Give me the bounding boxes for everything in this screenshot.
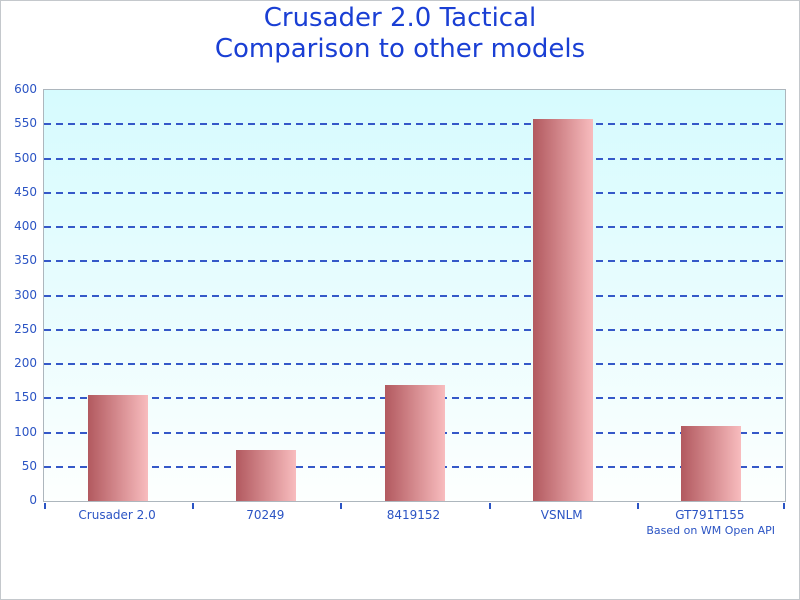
x-tick [44,503,46,509]
x-tick [783,503,785,509]
x-category-label: GT791T155 [675,508,745,522]
y-tick-label: 300 [14,287,37,302]
x-category-label: 8419152 [386,508,441,522]
chart-footnote: Based on WM Open API [646,524,775,537]
gridline [44,363,785,365]
gridline [44,157,785,160]
y-tick-label: 200 [14,356,37,370]
gridline [44,328,785,331]
y-tick-label: 550 [14,116,37,131]
y-tick-label: 350 [14,253,37,268]
y-axis-labels: 0 50 100 150 200 250 300 350 400 450 500 550 600 [1,82,37,507]
gridline [44,226,785,228]
chart-title-line-2: Comparison to other models [214,34,586,64]
bar [680,425,741,501]
gridline [44,294,785,297]
x-tick [636,503,639,509]
gridline [44,123,785,126]
x-category-label: VSNLM [540,508,583,522]
y-tick-label: 0 [29,493,37,507]
bar [236,449,297,501]
chart-title: Crusader 2.0 Tactical Comparison to othe… [1,3,799,65]
x-tick [192,503,195,509]
y-tick-label: 450 [14,184,37,199]
bar [384,384,445,501]
y-tick-label: 150 [14,390,37,405]
y-tick-label: 250 [14,321,37,336]
x-tick [488,503,491,509]
x-tick [340,503,343,509]
x-category-label: 70249 [246,508,285,522]
gridline [44,191,785,194]
y-tick-label: 600 [14,82,37,96]
y-tick-label: 500 [14,150,37,165]
chart-title-line-1: Crusader 2.0 Tactical [263,3,537,33]
y-tick-label: 100 [14,424,37,439]
y-tick-label: 400 [14,219,37,233]
y-tick-label: 50 [21,458,37,473]
x-category-label: Crusader 2.0 [78,508,156,522]
bar [88,394,149,501]
plot-area [43,89,786,509]
x-axis-labels: Crusader 2.0 70249 8419152 VSNLM GT791T155 [43,508,784,524]
bar [532,119,593,501]
gridline [44,260,785,263]
